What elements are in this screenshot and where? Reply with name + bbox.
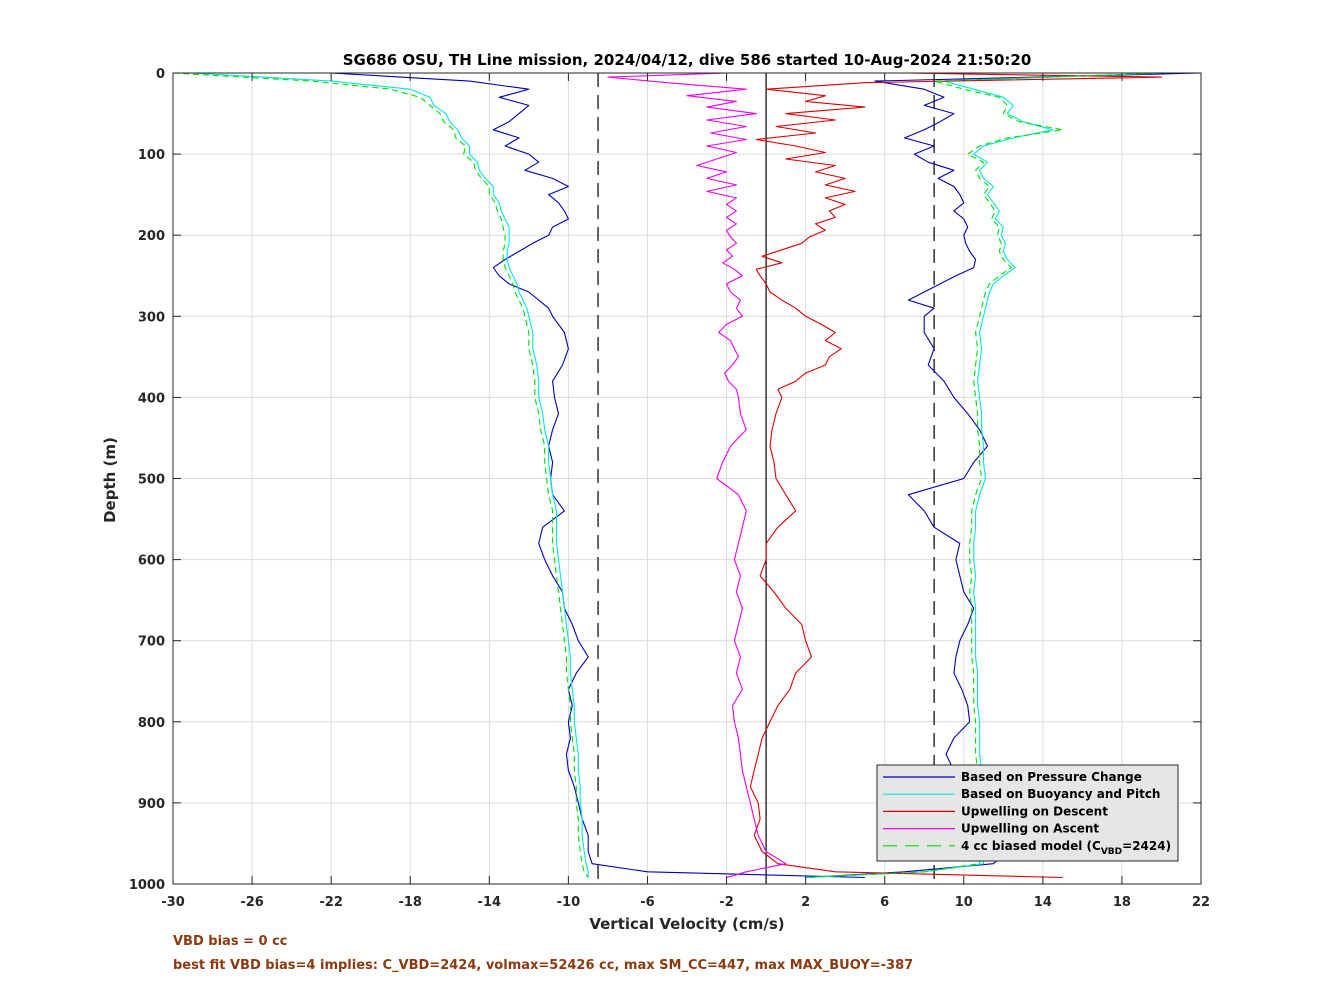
y-tick-label: 0 xyxy=(156,67,165,82)
x-tick-label: 2 xyxy=(801,895,810,910)
x-tick-label: -18 xyxy=(398,895,422,910)
y-tick-label: 700 xyxy=(138,635,165,650)
y-tick-label: 800 xyxy=(138,716,165,731)
y-axis-ticks: 0 100 200 300 400 500 600 700 800 900 1000 xyxy=(129,67,1201,893)
chart-title: SG686 OSU, TH Line mission, 2024/04/12, … xyxy=(343,51,1032,69)
x-axis-label: Vertical Velocity (cm/s) xyxy=(589,915,784,933)
x-tick-label: -14 xyxy=(478,895,502,910)
x-tick-label: -26 xyxy=(240,895,264,910)
series-line-upwelling-on-descent xyxy=(749,72,1163,879)
x-tick-label: -6 xyxy=(640,895,654,910)
series-line-based-on-pressure-change xyxy=(331,72,865,879)
series-line-based-on-pressure-change xyxy=(805,72,1202,879)
legend-entry-label: Based on Buoyancy and Pitch xyxy=(961,787,1160,801)
y-tick-label: 500 xyxy=(138,473,165,488)
legend-entry-label: 4 cc biased model (CVBD=2424) xyxy=(961,839,1171,857)
y-axis-label: Depth (m) xyxy=(101,437,119,523)
x-tick-label: -2 xyxy=(719,895,733,910)
x-tick-label: 22 xyxy=(1192,895,1210,910)
x-tick-label: 6 xyxy=(880,895,889,910)
series-line-4-cc-biased-model-c-vbd-2424 xyxy=(172,72,589,878)
y-tick-label: 400 xyxy=(138,391,165,406)
legend-entry-label: Upwelling on Ascent xyxy=(961,822,1099,836)
series-line-based-on-buoyancy-and-pitch xyxy=(192,72,589,878)
vbd-bias-note: VBD bias = 0 cc xyxy=(173,934,288,949)
y-tick-label: 600 xyxy=(138,554,165,569)
series-line-based-on-buoyancy-and-pitch xyxy=(805,72,1162,879)
x-tick-label: -10 xyxy=(557,895,581,910)
series-line-4-cc-biased-model-c-vbd-2424 xyxy=(805,72,1162,879)
legend: Based on Pressure Change Based on Buoyanc… xyxy=(876,764,1179,862)
reference-lines xyxy=(597,73,935,884)
y-tick-label: 200 xyxy=(138,229,165,244)
series-lines xyxy=(172,72,1202,879)
x-tick-label: 14 xyxy=(1034,895,1052,910)
legend-entry-label: Based on Pressure Change xyxy=(961,770,1142,784)
y-tick-label: 100 xyxy=(138,148,165,163)
legend-box xyxy=(876,764,1179,862)
x-tick-label: -22 xyxy=(319,895,343,910)
series-line-upwelling-on-ascent xyxy=(607,72,787,879)
best-fit-note: best fit VBD bias=4 implies: C_VBD=2424,… xyxy=(173,958,914,973)
y-tick-label: 900 xyxy=(138,797,165,812)
x-axis-ticks: -30 -26 -22 -18 -14 -10 -6 -2 2 6 10 14 18 22 xyxy=(161,73,1210,910)
x-tick-label: 18 xyxy=(1113,895,1131,910)
x-tick-label: -30 xyxy=(161,895,185,910)
x-tick-label: 10 xyxy=(955,895,973,910)
y-tick-label: 1000 xyxy=(129,878,165,893)
y-tick-label: 300 xyxy=(138,310,165,325)
legend-entry-label: Upwelling on Descent xyxy=(961,804,1108,818)
